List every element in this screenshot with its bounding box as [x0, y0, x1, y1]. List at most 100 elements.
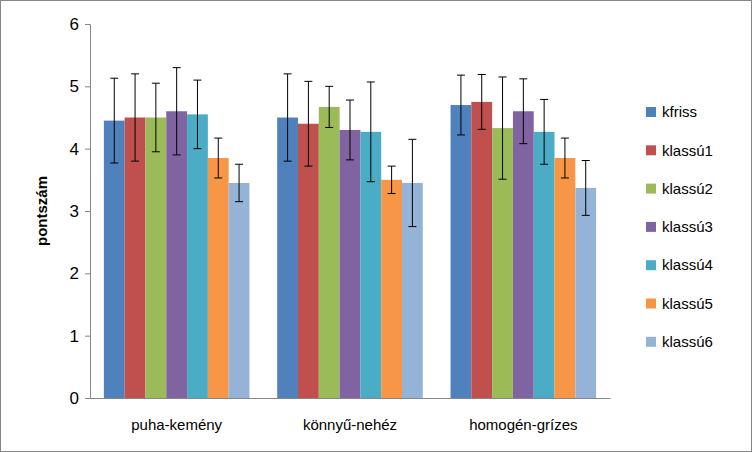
chart: 0123456puha-keménykönnyű-nehézhomogén-gr…	[0, 0, 752, 452]
error-bar-line	[131, 161, 139, 162]
error-bar-line	[304, 81, 312, 82]
error-bar-line	[370, 82, 371, 182]
legend-label: klassú5	[662, 295, 713, 312]
error-bar-line	[308, 81, 309, 166]
error-bar-line	[325, 86, 333, 87]
error-bar-line	[239, 164, 240, 201]
error-bar-line	[478, 129, 486, 130]
error-bar-line	[460, 75, 461, 135]
legend-label: klassú6	[662, 333, 713, 350]
error-bar-line	[585, 161, 586, 216]
error-bar-line	[412, 139, 413, 226]
bar	[555, 158, 576, 398]
error-bar	[519, 79, 527, 144]
bar	[513, 111, 534, 398]
y-axis-line	[85, 25, 91, 399]
y-axis: 0123456	[70, 15, 91, 408]
error-bar-line	[388, 193, 396, 194]
error-bar	[193, 80, 201, 149]
error-bar-line	[193, 148, 201, 149]
y-tick-mark	[85, 336, 90, 337]
error-bar-line	[367, 181, 375, 182]
y-tick-mark	[85, 211, 90, 212]
error-bar-line	[173, 67, 181, 68]
error-bar-line	[176, 68, 177, 155]
bar	[575, 188, 596, 398]
error-bar-line	[564, 138, 565, 178]
error-bar-line	[114, 78, 115, 163]
bar	[471, 102, 492, 398]
bar	[229, 183, 250, 398]
legend-swatch	[646, 260, 656, 270]
series	[187, 80, 554, 398]
y-axis-title: pontszám	[33, 176, 50, 246]
error-bar-line	[388, 166, 396, 167]
error-bar-line	[499, 76, 507, 77]
legend-swatch	[646, 145, 656, 155]
error-bar-line	[499, 179, 507, 180]
legend-swatch	[646, 299, 656, 309]
x-tick-label: homogén-grízes	[469, 416, 577, 433]
error-bar-line	[235, 164, 243, 165]
error-bar-line	[481, 74, 482, 129]
error-bar	[478, 74, 486, 129]
bar	[381, 180, 402, 398]
y-tick-label: 4	[70, 140, 79, 159]
error-bar-line	[540, 164, 548, 165]
error-bar-line	[214, 177, 222, 178]
legend-swatch	[646, 222, 656, 232]
bar	[187, 114, 208, 398]
error-bar-line	[523, 79, 524, 144]
error-bar-line	[367, 81, 375, 82]
x-axis-line	[91, 398, 611, 399]
legend-label: klassú1	[662, 142, 713, 159]
error-bar	[561, 138, 569, 178]
legend-label: kfriss	[662, 103, 697, 120]
error-bar-line	[135, 74, 136, 161]
chart-border	[1, 1, 752, 452]
error-bar	[131, 74, 139, 161]
error-bar	[346, 100, 354, 160]
y-tick: 3	[70, 202, 90, 221]
error-bar-line	[304, 166, 312, 167]
error-bar-line	[110, 78, 118, 79]
legend-label: klassú4	[662, 256, 713, 273]
error-bar-line	[235, 201, 243, 202]
legend-swatch	[646, 107, 656, 117]
y-tick-label: 2	[70, 264, 79, 283]
error-bar-line	[152, 83, 160, 84]
series	[145, 77, 512, 398]
error-bar	[152, 83, 160, 152]
error-bar	[214, 138, 222, 178]
error-bar-line	[329, 86, 330, 127]
x-tick: puha-kemény	[131, 398, 222, 433]
legend: kfrissklassú1klassú2klassú3klassú4klassú…	[646, 103, 713, 350]
y-tick: 2	[70, 264, 90, 283]
error-bar	[284, 74, 292, 161]
error-bar	[499, 77, 507, 179]
x-tick-label: könnyű-nehéz	[303, 416, 397, 433]
y-tick-mark	[85, 149, 90, 150]
y-tick-label: 5	[70, 77, 79, 96]
y-tick: 6	[70, 15, 90, 34]
legend-label: klassú3	[662, 218, 713, 235]
error-bar	[173, 68, 181, 155]
bar	[145, 118, 166, 399]
bar	[451, 105, 472, 398]
error-bar-line	[284, 161, 292, 162]
error-bar-line	[408, 226, 416, 227]
error-bar	[367, 82, 375, 182]
x-axis: puha-kemény könnyű-nehéz homogén-grízes	[91, 398, 611, 433]
error-bar-line	[582, 160, 590, 161]
error-bar-line	[173, 154, 181, 155]
plot-area: 0123456puha-keménykönnyű-nehézhomogén-gr…	[70, 15, 611, 433]
error-bar-line	[287, 74, 288, 161]
error-bar	[540, 99, 548, 164]
bar	[319, 107, 340, 398]
error-bar-line	[284, 73, 292, 74]
bar	[534, 132, 555, 398]
error-bar-line	[110, 163, 118, 164]
error-bar-line	[193, 80, 201, 81]
error-bar-line	[350, 100, 351, 160]
error-bar-line	[478, 74, 486, 75]
